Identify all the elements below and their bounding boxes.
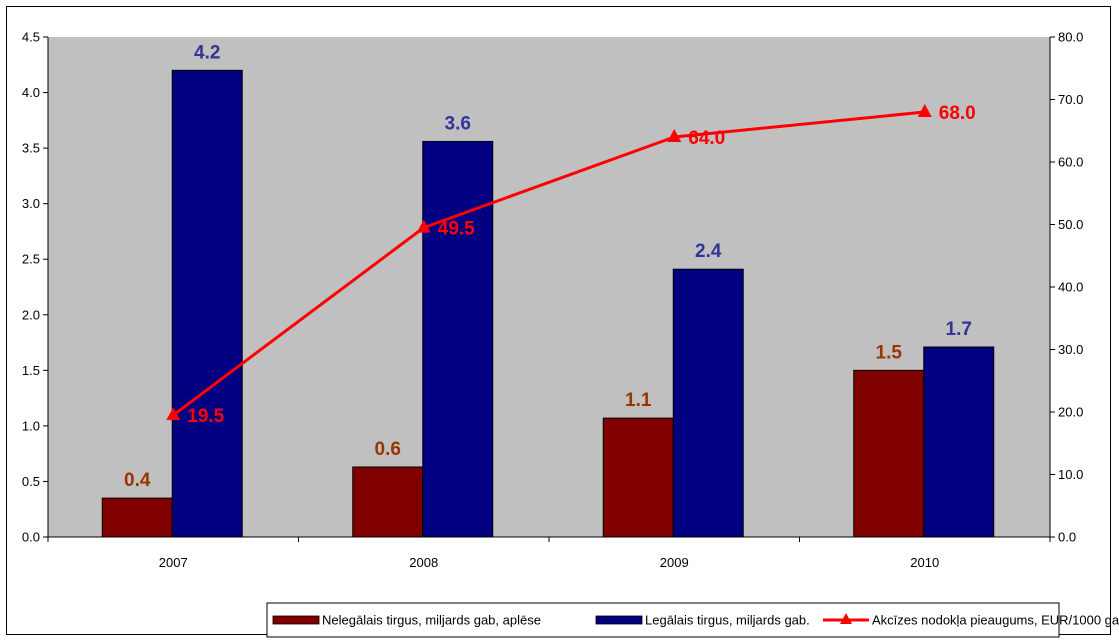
left-tick-label: 2.0 [22,307,40,322]
right-tick-label: 20.0 [1058,405,1083,420]
legend: Nelegālais tirgus, miljards gab, aplēse L… [266,602,1119,638]
triangle-marker [667,129,682,142]
bar-value-label: 1.1 [625,390,652,411]
axes: 0.0 0.5 1.0 1.5 2.0 2.5 3.0 3.5 4.0 4.5 0.0 10.0 20.… [22,30,1083,571]
line-value-label: 49.5 [438,219,475,240]
legend-label-2: Akcīzes nodokļa pieaugums, EUR/1000 gab [872,613,1119,628]
bar-value-label: 1.5 [876,342,903,363]
left-tick-label: 4.5 [22,30,40,45]
right-tick-label: 30.0 [1058,342,1083,357]
bar-legal-2010 [923,346,995,538]
triangle-marker [917,104,932,117]
line-value-label: 68.0 [939,103,976,124]
bar-value-label: 2.4 [695,241,722,262]
data-labels: 0.4 0.6 1.1 1.5 4.2 3.6 2.4 1.7 19.5 49.5 64.0 68.0 [124,42,976,491]
bar-illegal-2007 [101,497,173,538]
bar-value-label: 0.6 [375,439,401,460]
right-tick-label: 80.0 [1058,30,1083,45]
tax-line [172,110,925,417]
bars [101,69,995,538]
right-tick-label: 60.0 [1058,155,1083,170]
bar-illegal-2010 [853,369,925,538]
left-tick-label: 0.0 [22,530,40,545]
right-tick-label: 70.0 [1058,92,1083,107]
left-tick-label: 1.5 [22,363,40,378]
line-value-label: 64.0 [688,128,725,149]
legend-swatch-0 [272,615,320,625]
right-tick-label: 40.0 [1058,280,1083,295]
x-tick-label: 2010 [910,555,939,570]
x-tick-label: 2008 [409,555,438,570]
legend-marker [840,613,852,624]
left-tick-label: 3.5 [22,141,40,156]
legend-label-0: Nelegālais tirgus, miljards gab, aplēse [322,613,541,628]
legend-label-1: Legālais tirgus, miljards gab. [645,613,810,628]
x-tick-label: 2009 [660,555,689,570]
legend-swatch-1 [595,615,643,625]
left-tick-label: 0.5 [22,474,40,489]
bar-legal-2007 [171,69,243,538]
right-tick-label: 10.0 [1058,467,1083,482]
x-tick-label: 2007 [159,555,188,570]
line-series [166,104,932,421]
bar-illegal-2009 [602,417,674,538]
bar-legal-2009 [672,268,744,538]
triangle-marker [166,407,181,421]
left-tick-label: 3.0 [22,196,40,211]
legend-box [266,602,1060,638]
left-tick-label: 2.5 [22,252,40,267]
triangle-marker [416,219,431,233]
bar-legal-2008 [422,140,494,538]
right-tick-label: 50.0 [1058,217,1083,232]
left-tick-label: 1.0 [22,418,40,433]
bar-value-label: 4.2 [194,42,220,63]
bar-value-label: 0.4 [124,470,151,491]
bar-value-label: 1.7 [946,319,972,340]
bar-value-label: 3.6 [445,113,471,134]
bar-illegal-2008 [352,466,424,538]
left-tick-label: 4.0 [22,85,40,100]
right-tick-label: 0.0 [1058,530,1076,545]
line-value-label: 19.5 [187,406,224,427]
